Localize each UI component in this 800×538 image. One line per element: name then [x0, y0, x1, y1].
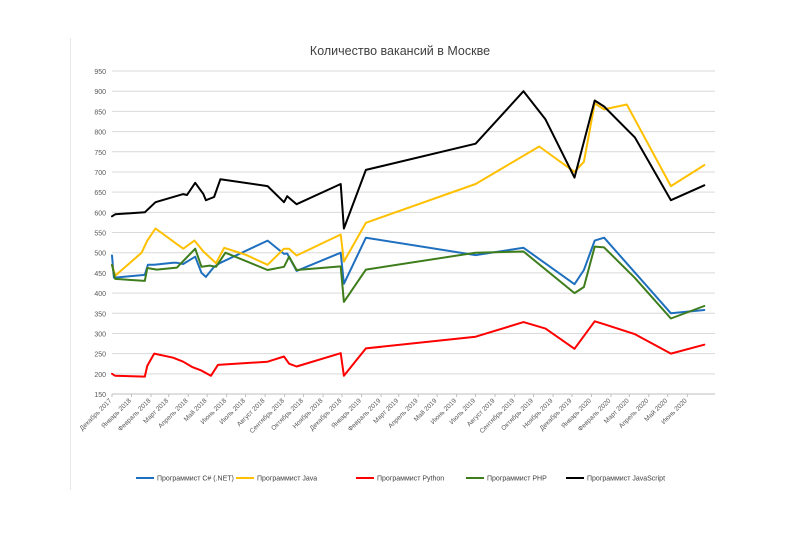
legend-label: Программист C# (.NET) [157, 476, 234, 483]
series-line-2 [111, 320, 706, 378]
y-tick-label: 850 [94, 109, 106, 116]
y-tick-label: 700 [94, 170, 106, 177]
y-tick-label: 950 [94, 69, 106, 76]
y-tick-label: 600 [94, 210, 106, 217]
legend-label: Программист Java [257, 476, 317, 483]
series-line-3 [111, 245, 706, 320]
y-tick-label: 500 [94, 251, 106, 258]
y-tick-label: 400 [94, 291, 106, 298]
y-tick-label: 350 [94, 311, 106, 318]
y-axis: 150 200 250 300 350 400 450 500 550 600 650 700 750 8… [94, 69, 106, 399]
legend: Программист C# (.NET) Программист Java Про… [136, 476, 665, 483]
series-line-0 [111, 236, 706, 315]
series-layer [111, 90, 706, 378]
y-tick-label: 450 [94, 271, 106, 278]
y-tick-label: 300 [94, 331, 106, 338]
chart-title: Количество вакансий в Москве [310, 44, 490, 58]
series-line-1 [111, 102, 706, 277]
legend-label: Программист PHP [487, 476, 547, 483]
y-tick-label: 750 [94, 150, 106, 157]
legend-label: Программист JavaScript [587, 476, 665, 483]
grid-layer [112, 70, 715, 395]
y-tick-label: 800 [94, 130, 106, 137]
chart-frame-edge [70, 38, 71, 490]
y-tick-label: 250 [94, 352, 106, 359]
y-tick-label: 150 [94, 392, 106, 399]
legend-label: Программист Python [377, 476, 444, 483]
y-tick-label: 650 [94, 190, 106, 197]
y-tick-label: 550 [94, 231, 106, 238]
y-tick-label: 200 [94, 372, 106, 379]
series-line-4 [111, 90, 706, 230]
y-tick-label: 900 [94, 89, 106, 96]
